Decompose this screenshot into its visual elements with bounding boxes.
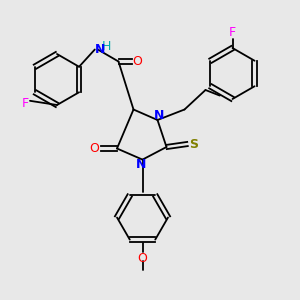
Text: O: O (90, 142, 99, 155)
Text: O: O (133, 55, 142, 68)
Text: F: F (22, 97, 29, 110)
Text: H: H (102, 40, 111, 53)
Text: N: N (154, 109, 164, 122)
Text: N: N (136, 158, 146, 171)
Text: N: N (95, 43, 106, 56)
Text: S: S (190, 137, 199, 151)
Text: F: F (229, 26, 236, 40)
Text: O: O (138, 251, 147, 265)
